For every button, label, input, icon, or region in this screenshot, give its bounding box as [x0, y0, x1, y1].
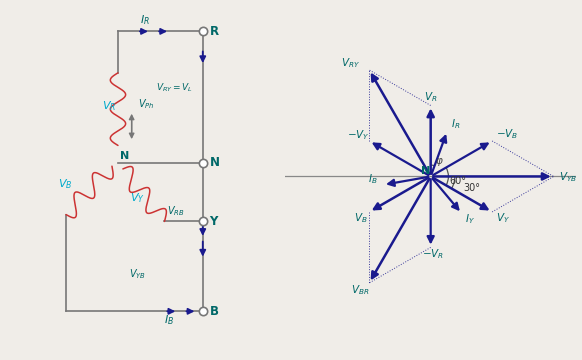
Text: $V_B$: $V_B$ [58, 177, 72, 191]
Text: B: B [210, 305, 219, 318]
Text: $V_B$: $V_B$ [354, 211, 367, 225]
Text: $-V_B$: $-V_B$ [496, 127, 518, 141]
Text: $I_Y$: $I_Y$ [464, 212, 474, 226]
Text: $V_{YB}$: $V_{YB}$ [559, 170, 577, 184]
Text: $V_{RY}$: $V_{RY}$ [341, 57, 360, 70]
Text: Y: Y [210, 215, 218, 228]
Text: $V_{RB}$: $V_{RB}$ [167, 204, 185, 219]
Text: $I_R$: $I_R$ [450, 118, 460, 131]
Text: N: N [210, 156, 219, 169]
Text: $V_{YB}$: $V_{YB}$ [129, 267, 146, 280]
Text: $I_R$: $I_R$ [140, 13, 150, 27]
Text: $V_{Ph}$: $V_{Ph}$ [139, 98, 155, 111]
Text: $I_B$: $I_B$ [165, 314, 175, 327]
Text: $\varphi$: $\varphi$ [435, 156, 443, 168]
Text: 60°: 60° [449, 176, 466, 185]
Text: $V_R$: $V_R$ [101, 99, 116, 113]
Text: $I_B$: $I_B$ [368, 172, 377, 186]
Text: R: R [210, 25, 219, 38]
Text: $-V_Y$: $-V_Y$ [346, 128, 369, 142]
Text: N: N [120, 150, 129, 161]
Text: N: N [421, 166, 431, 176]
Text: 30°: 30° [463, 183, 480, 193]
Text: $V_{RY}= V_L$: $V_{RY}= V_L$ [156, 81, 193, 94]
Text: $V_Y$: $V_Y$ [130, 191, 145, 204]
Text: $V_R$: $V_R$ [424, 90, 437, 104]
Text: $V_Y$: $V_Y$ [496, 211, 510, 225]
Text: $-V_R$: $-V_R$ [422, 247, 444, 261]
Text: $V_{BR}$: $V_{BR}$ [352, 284, 370, 297]
